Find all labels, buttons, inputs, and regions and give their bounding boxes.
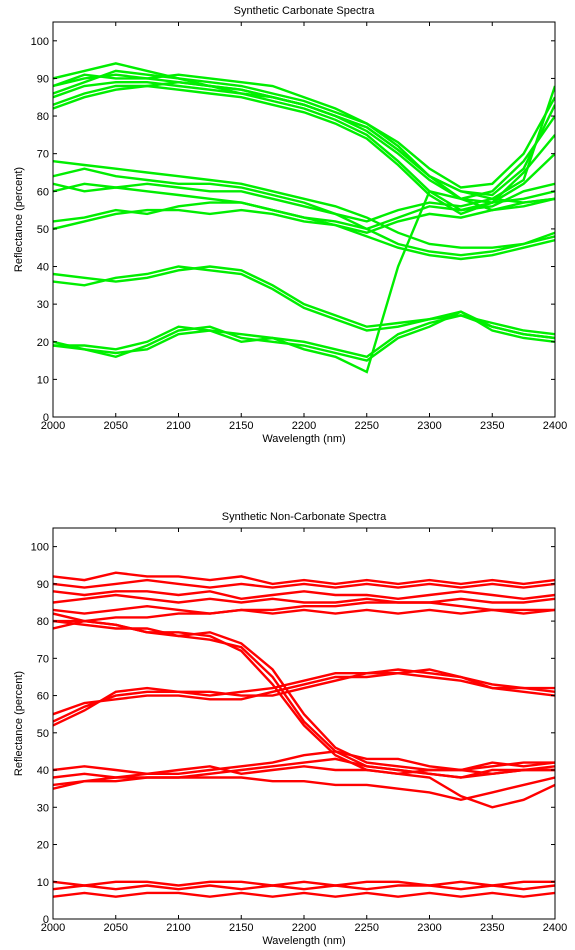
series-line-11 xyxy=(53,190,555,231)
series-line-7 xyxy=(53,167,555,257)
y-tick-label: 40 xyxy=(37,262,49,274)
x-tick-label: 2050 xyxy=(104,922,128,934)
series-group xyxy=(53,571,555,898)
x-tick-label: 2300 xyxy=(417,922,441,934)
y-tick-label: 30 xyxy=(37,802,49,814)
series-line-10 xyxy=(53,671,555,716)
series-line-0 xyxy=(53,69,555,201)
series-line-17 xyxy=(53,152,555,374)
x-tick-label: 2100 xyxy=(166,420,190,432)
y-tick-label: 20 xyxy=(37,337,49,349)
y-tick-label: 30 xyxy=(37,299,49,311)
series-line-7 xyxy=(53,619,555,779)
x-tick-label: 2300 xyxy=(417,420,441,432)
series-line-14 xyxy=(53,765,555,776)
x-tick-label: 2150 xyxy=(229,420,253,432)
series-line-4 xyxy=(53,604,555,615)
series-line-12 xyxy=(53,197,555,234)
series-line-17 xyxy=(53,891,555,898)
y-tick-label: 80 xyxy=(37,111,49,123)
x-axis-label: Wavelength (nm) xyxy=(262,433,345,445)
y-tick-label: 90 xyxy=(37,73,49,85)
y-tick-label: 10 xyxy=(37,877,49,889)
series-line-0 xyxy=(53,571,555,586)
y-tick-label: 10 xyxy=(37,374,49,386)
x-tick-label: 2150 xyxy=(229,922,253,934)
series-line-15 xyxy=(53,776,555,802)
chart-title: Synthetic Non-Carbonate Spectra xyxy=(222,511,387,523)
x-tick-label: 2050 xyxy=(104,420,128,432)
series-line-1 xyxy=(53,578,555,589)
y-tick-label: 100 xyxy=(31,36,49,48)
y-axis-label: Reflectance (percent) xyxy=(13,671,25,776)
series-line-6 xyxy=(53,619,555,772)
series-line-14 xyxy=(53,265,555,340)
chart-title: Synthetic Carbonate Spectra xyxy=(234,5,376,17)
series-line-2 xyxy=(53,80,555,201)
y-tick-label: 70 xyxy=(37,149,49,161)
y-tick-label: 50 xyxy=(37,728,49,740)
x-tick-label: 2250 xyxy=(355,922,379,934)
y-tick-label: 70 xyxy=(37,653,49,665)
y-tick-label: 60 xyxy=(37,186,49,198)
x-tick-label: 2000 xyxy=(41,420,65,432)
x-tick-label: 2400 xyxy=(543,420,567,432)
series-line-13 xyxy=(53,757,555,787)
series-line-11 xyxy=(53,668,555,727)
x-tick-label: 2250 xyxy=(355,420,379,432)
series-line-3 xyxy=(53,593,555,604)
x-tick-label: 2200 xyxy=(292,922,316,934)
y-tick-label: 20 xyxy=(37,840,49,852)
y-tick-label: 90 xyxy=(37,579,49,591)
x-axis-label: Wavelength (nm) xyxy=(262,935,345,947)
x-tick-label: 2100 xyxy=(166,922,190,934)
series-line-2 xyxy=(53,590,555,601)
y-tick-label: 60 xyxy=(37,691,49,703)
series-line-10 xyxy=(53,182,555,223)
y-tick-label: 100 xyxy=(31,542,49,554)
series-line-8 xyxy=(53,612,555,809)
x-tick-label: 2350 xyxy=(480,420,504,432)
y-tick-label: 40 xyxy=(37,765,49,777)
series-line-12 xyxy=(53,750,555,779)
x-tick-label: 2000 xyxy=(41,922,65,934)
y-tick-label: 0 xyxy=(43,914,49,926)
series-line-16 xyxy=(53,884,555,891)
series-line-9 xyxy=(53,160,555,249)
y-tick-label: 0 xyxy=(43,412,49,424)
x-tick-label: 2350 xyxy=(480,922,504,934)
y-tick-label: 50 xyxy=(37,224,49,236)
x-tick-label: 2400 xyxy=(543,922,567,934)
series-group xyxy=(53,62,555,374)
series-line-18 xyxy=(53,880,555,887)
y-axis-label: Reflectance (percent) xyxy=(13,167,25,272)
series-line-5 xyxy=(53,601,555,623)
y-tick-label: 80 xyxy=(37,616,49,628)
series-line-6 xyxy=(53,84,555,216)
series-line-16 xyxy=(53,310,555,362)
x-tick-label: 2200 xyxy=(292,420,316,432)
series-line-1 xyxy=(53,73,555,189)
